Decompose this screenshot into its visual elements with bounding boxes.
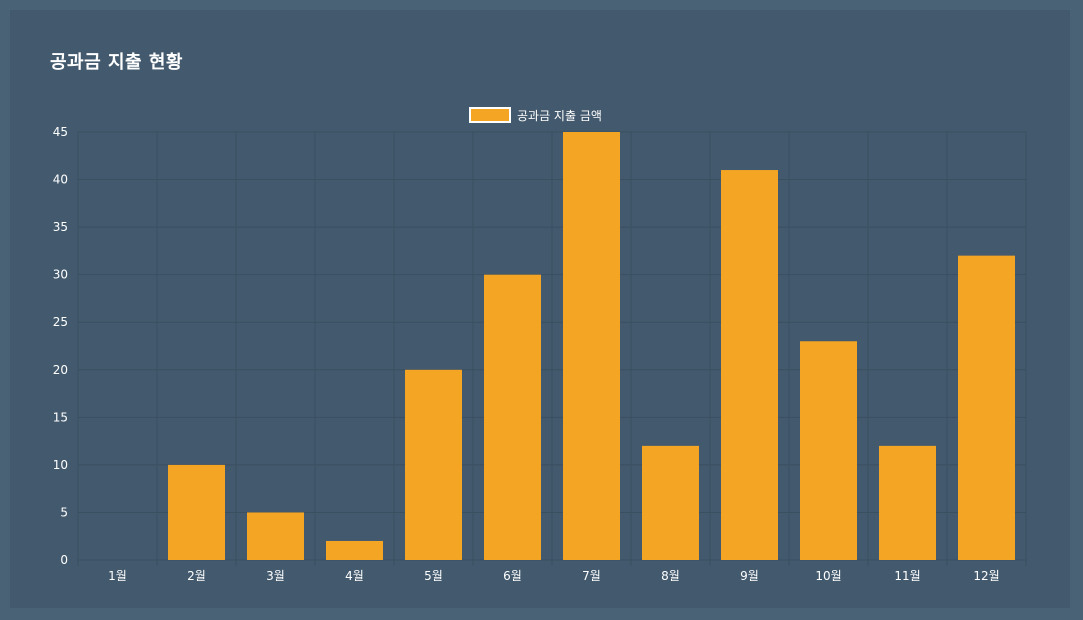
y-tick-label: 0 xyxy=(60,553,68,567)
x-tick-label: 3월 xyxy=(266,569,285,583)
x-tick-label: 4월 xyxy=(345,569,364,583)
bar-11 xyxy=(879,445,936,560)
x-tick-label: 2월 xyxy=(187,569,206,583)
x-tick-label: 5월 xyxy=(424,569,443,583)
y-tick-label: 45 xyxy=(53,125,68,139)
bar-10 xyxy=(800,341,857,560)
bar-12 xyxy=(958,255,1015,560)
y-tick-label: 15 xyxy=(53,410,68,424)
y-tick-label: 20 xyxy=(53,363,68,377)
x-tick-label: 11월 xyxy=(894,569,920,583)
chart-title: 공과금 지출 현황 xyxy=(50,52,183,73)
bar-5 xyxy=(405,369,462,560)
y-tick-label: 5 xyxy=(60,505,68,519)
y-tick-label: 35 xyxy=(53,220,68,234)
bar-6 xyxy=(484,274,541,560)
bar-9 xyxy=(721,170,778,561)
x-tick-label: 9월 xyxy=(740,569,759,583)
legend-swatch xyxy=(469,107,511,123)
y-tick-label: 25 xyxy=(53,315,68,329)
bar-2 xyxy=(168,464,225,560)
y-tick-label: 40 xyxy=(53,173,68,187)
bar-8 xyxy=(642,445,699,560)
x-tick-label: 10월 xyxy=(815,569,841,583)
x-tick-label: 8월 xyxy=(661,569,680,583)
y-tick-label: 10 xyxy=(53,458,68,472)
y-tick-label: 30 xyxy=(53,268,68,282)
bar-3 xyxy=(247,512,304,560)
x-tick-label: 12월 xyxy=(973,569,999,583)
legend-label: 공과금 지출 금액 xyxy=(517,109,602,123)
x-tick-label: 6월 xyxy=(503,569,522,583)
x-tick-label: 1월 xyxy=(108,569,127,583)
x-tick-label: 7월 xyxy=(582,569,601,583)
bar-4 xyxy=(326,540,383,560)
bar-7 xyxy=(563,132,620,560)
